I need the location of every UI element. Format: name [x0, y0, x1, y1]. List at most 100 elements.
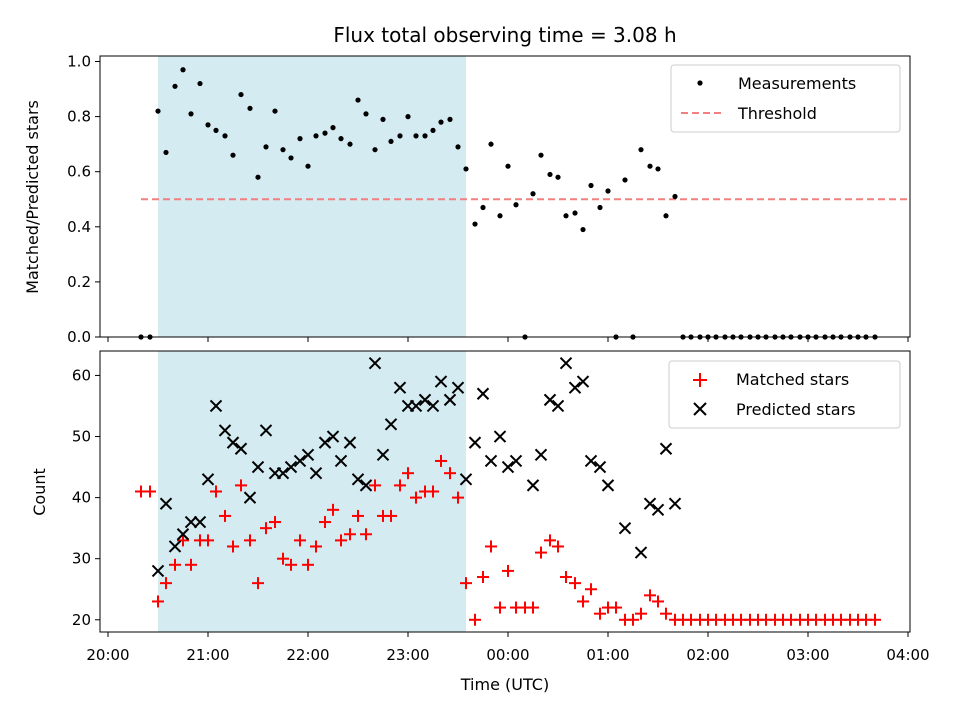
predicted-stars-point	[284, 460, 298, 474]
y-tick-label: 0.4	[67, 218, 91, 236]
y-tick-label: 0.0	[67, 328, 91, 346]
x-tick-label: 04:00	[886, 646, 929, 664]
matched-stars-point	[610, 601, 622, 614]
predicted-stars-point	[426, 399, 440, 413]
measurement-point	[163, 149, 169, 156]
measurement-point	[438, 119, 444, 125]
measurement-point	[180, 67, 186, 73]
matched-stars-point	[310, 540, 322, 553]
measurement-point	[655, 166, 661, 172]
predicted-stars-point	[318, 436, 332, 449]
measurement-point	[238, 91, 244, 98]
measurement-point	[355, 97, 361, 103]
matched-stars-point	[485, 540, 497, 553]
predicted-stars-point	[543, 393, 557, 407]
predicted-stars-point	[368, 357, 382, 370]
chart-title: Flux total observing time = 3.08 h	[333, 23, 676, 47]
predicted-stars-point	[151, 564, 165, 578]
measurement-point	[230, 152, 236, 158]
y-tick-label: 50	[72, 428, 91, 446]
matched-stars-point	[360, 528, 372, 541]
measurement-point	[288, 155, 294, 161]
measurement-point	[372, 147, 378, 153]
measurement-point	[547, 171, 553, 178]
predicted-stars-point	[634, 546, 648, 559]
y-tick-label: 40	[72, 489, 91, 507]
measurement-point	[572, 210, 578, 216]
predicted-stars-point	[651, 503, 665, 517]
measurement-point	[305, 163, 311, 169]
measurement-point	[513, 202, 519, 208]
x-axis-label: Time (UTC)	[460, 675, 549, 694]
matched-stars-point	[635, 607, 647, 620]
predicted-stars-point	[393, 381, 407, 394]
predicted-stars-point	[593, 460, 607, 474]
measurement-point	[597, 204, 603, 211]
y-tick-label: 0.2	[67, 273, 91, 291]
legend-predicted-label: Predicted stars	[736, 400, 856, 419]
measurement-point	[297, 136, 303, 142]
y-tick-label: 0.6	[67, 163, 91, 181]
measurement-point	[580, 226, 586, 233]
measurement-point	[588, 182, 594, 189]
legend-matched-marker	[693, 373, 707, 387]
matched-stars-point	[177, 534, 189, 547]
matched-stars-point	[410, 491, 422, 504]
predicted-stars-point	[534, 448, 548, 462]
measurement-point	[347, 141, 353, 147]
matched-stars-point	[252, 577, 264, 590]
predicted-stars-point	[476, 387, 490, 400]
matched-stars-point	[302, 558, 314, 571]
measurement-point	[647, 163, 653, 169]
bottom-legend-box	[668, 360, 901, 429]
measurement-point	[638, 147, 644, 153]
matched-stars-point	[494, 601, 506, 614]
matched-stars-point	[660, 607, 672, 620]
measurement-point	[422, 133, 428, 139]
measurement-point	[205, 122, 211, 128]
predicted-stars-point	[301, 448, 315, 462]
measurement-point	[155, 108, 161, 114]
predicted-stars-point	[309, 466, 323, 480]
matched-stars-point	[244, 534, 256, 547]
legend-matched-label: Matched stars	[736, 370, 849, 389]
measurement-point	[363, 111, 369, 117]
matched-stars-point	[569, 577, 581, 590]
y-tick-label: 0.8	[67, 108, 91, 126]
measurement-point	[430, 127, 436, 133]
matched-stars-point	[294, 534, 306, 547]
measurement-point	[313, 133, 319, 139]
predicted-stars-point	[668, 497, 682, 510]
matched-stars-point	[260, 522, 272, 535]
measurement-point	[172, 83, 178, 89]
matched-stars-point	[552, 540, 564, 553]
predicted-stars-point	[243, 491, 257, 504]
predicted-stars-point	[501, 460, 515, 474]
measurement-point	[272, 108, 278, 114]
observing-interval-shade	[158, 56, 466, 337]
measurement-point	[488, 141, 494, 147]
predicted-stars-point	[326, 430, 340, 443]
measurement-point	[622, 177, 628, 183]
predicted-stars-point	[618, 521, 632, 535]
predicted-stars-point	[168, 540, 182, 553]
x-tick-label: 02:00	[686, 646, 729, 664]
predicted-stars-point	[251, 460, 265, 474]
predicted-stars-point	[343, 436, 357, 449]
bottom-legend: Matched stars Predicted stars	[668, 360, 901, 429]
measurement-point	[472, 221, 478, 227]
measurement-point	[463, 166, 469, 172]
measurement-point	[447, 116, 453, 122]
measurement-point	[505, 163, 511, 169]
matched-stars-point	[277, 552, 289, 565]
predicted-stars-point	[376, 448, 390, 462]
y-tick-label: 1.0	[67, 53, 91, 71]
x-tick-label: 01:00	[586, 646, 629, 664]
x-tick-label: 22:00	[286, 646, 329, 664]
predicted-stars-point	[176, 528, 190, 541]
predicted-stars-point	[551, 399, 565, 413]
matched-stars-point	[227, 540, 239, 553]
matched-stars-point	[444, 467, 456, 480]
predicted-stars-point	[384, 418, 398, 431]
